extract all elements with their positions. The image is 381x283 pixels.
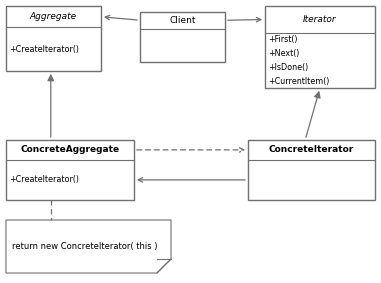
Text: +CreateIterator(): +CreateIterator() bbox=[9, 175, 79, 185]
Bar bbox=[6, 6, 101, 71]
Bar bbox=[248, 140, 375, 200]
Text: +First(): +First() bbox=[268, 35, 298, 44]
Text: +Next(): +Next() bbox=[268, 49, 299, 58]
Bar bbox=[6, 140, 134, 200]
Text: Iterator: Iterator bbox=[303, 15, 337, 24]
Text: Client: Client bbox=[169, 16, 196, 25]
Bar bbox=[265, 6, 375, 88]
Text: return new ConcreteIterator( this ): return new ConcreteIterator( this ) bbox=[12, 242, 157, 251]
Text: +CreateIterator(): +CreateIterator() bbox=[9, 45, 79, 54]
Text: ConcreteAggregate: ConcreteAggregate bbox=[21, 145, 120, 155]
Text: Aggregate: Aggregate bbox=[30, 12, 77, 21]
Text: ConcreteIterator: ConcreteIterator bbox=[269, 145, 354, 155]
Bar bbox=[140, 12, 225, 62]
Text: +CurrentItem(): +CurrentItem() bbox=[268, 77, 330, 86]
Text: +IsDone(): +IsDone() bbox=[268, 63, 308, 72]
Polygon shape bbox=[6, 220, 171, 273]
